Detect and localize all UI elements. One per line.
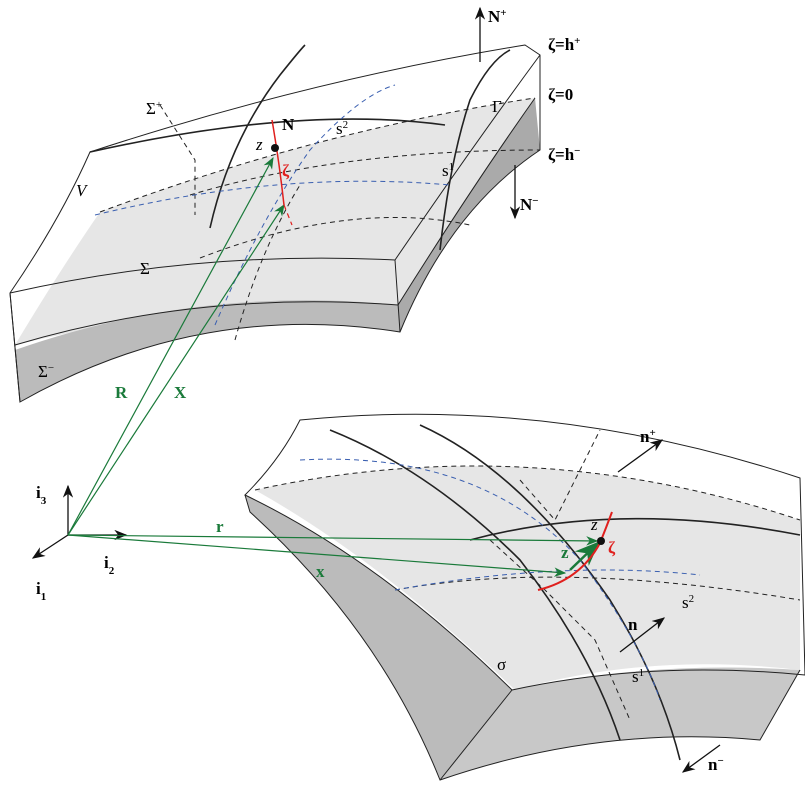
label-sup: − — [48, 362, 54, 374]
label-text: Σ — [38, 362, 48, 381]
label: ζ=h+ — [548, 35, 580, 54]
label: N+ — [488, 7, 507, 26]
diagram: N+ζ=h+ζ=0ζ=h−Σ+Nzs2Γζs1VN−ΣΣ−RXn+i3rzzζi… — [0, 0, 805, 793]
label-text: z — [590, 515, 598, 534]
label: i2 — [104, 553, 115, 577]
label-text: N — [488, 7, 501, 26]
label-sup: − — [717, 755, 723, 767]
label-sup: 2 — [689, 593, 695, 605]
label-text: ζ=h — [548, 145, 575, 164]
label-text: ζ — [282, 161, 290, 180]
label: Γ — [492, 97, 502, 116]
lower-shell — [245, 414, 805, 780]
label: X — [174, 383, 187, 402]
label-text: X — [174, 383, 187, 402]
label-text: N — [282, 115, 295, 134]
label-sup: 1 — [449, 161, 455, 173]
label-text: z — [561, 543, 569, 562]
label: x — [316, 562, 325, 581]
label-sup: + — [500, 7, 506, 19]
label-text: ζ — [608, 538, 616, 557]
label-text: ζ=0 — [548, 85, 573, 104]
label-sup: − — [532, 195, 538, 207]
label: Σ+ — [146, 99, 162, 118]
label-sup: 1 — [639, 667, 645, 679]
label: ζ — [608, 538, 616, 557]
label-text: s — [336, 119, 343, 138]
upper-shell — [10, 45, 540, 402]
label-sup: − — [574, 145, 580, 157]
label: i1 — [36, 579, 46, 603]
label-text: n — [628, 615, 638, 634]
label-sup: 2 — [343, 119, 349, 131]
label: r — [216, 517, 224, 536]
label-text: s — [682, 593, 689, 612]
label: Σ — [140, 259, 150, 278]
label-text: ζ=h — [548, 35, 575, 54]
label: N — [282, 115, 295, 134]
label: z — [255, 135, 263, 154]
label: σ — [497, 655, 506, 674]
label: ζ — [282, 161, 290, 180]
label-text: x — [316, 562, 325, 581]
label: n — [628, 615, 638, 634]
label: N− — [520, 195, 539, 214]
label-text: z — [255, 135, 263, 154]
label-text: Σ — [146, 99, 156, 118]
label: ζ=0 — [548, 85, 573, 104]
label-sup: + — [574, 35, 580, 47]
label-sup: + — [156, 99, 162, 111]
label-sub: 3 — [41, 495, 47, 507]
label-text: N — [520, 195, 533, 214]
label-sub: 1 — [41, 591, 47, 603]
label-sup: + — [649, 427, 655, 439]
label: ζ=h− — [548, 145, 580, 164]
label-text: r — [216, 517, 224, 536]
label-sub: 2 — [109, 565, 115, 577]
label-text: σ — [497, 655, 506, 674]
label-text: R — [115, 383, 128, 402]
label-text: Γ — [492, 97, 502, 116]
label: z — [590, 515, 598, 534]
label: R — [115, 383, 128, 402]
label: z — [561, 543, 569, 562]
label: n− — [708, 755, 724, 774]
label-text: s — [632, 667, 639, 686]
label: i3 — [36, 483, 47, 507]
label-text: s — [442, 161, 449, 180]
label-text: Σ — [140, 259, 150, 278]
